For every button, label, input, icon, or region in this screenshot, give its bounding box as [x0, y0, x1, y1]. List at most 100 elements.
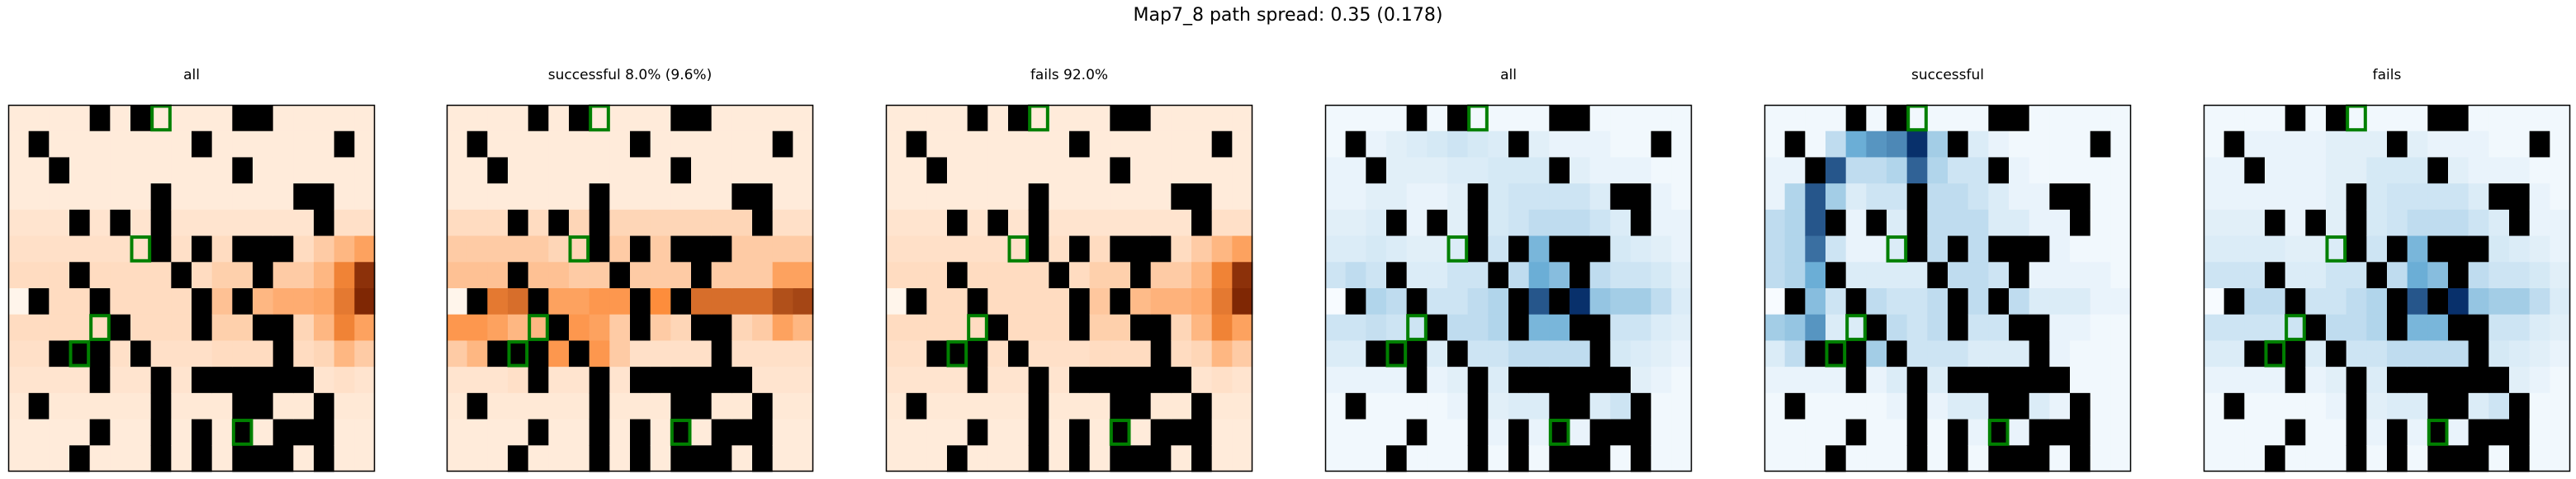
heat-cell — [1887, 262, 1908, 289]
heat-cell — [1528, 157, 1550, 184]
heat-cell — [1825, 105, 1847, 132]
heat-cell — [1406, 235, 1428, 263]
heat-cell — [1130, 130, 1152, 158]
obstacle-cell — [232, 288, 253, 315]
heat-cell — [1845, 262, 1867, 289]
heat-cell — [947, 130, 968, 158]
heat-cell — [1845, 130, 1867, 158]
heat-cell — [569, 314, 590, 341]
heat-cell — [1008, 392, 1030, 420]
heat-cell — [1589, 157, 1611, 184]
heat-cell — [1825, 367, 1847, 394]
heat-cell — [906, 235, 927, 263]
heat-cell — [2509, 235, 2531, 263]
heat-cell — [1232, 262, 1253, 289]
heat-cell — [1650, 209, 1672, 237]
obstacle-cell — [232, 235, 253, 263]
obstacle-cell — [2029, 340, 2050, 368]
heat-cell — [2550, 262, 2571, 289]
obstacle-cell — [772, 130, 793, 158]
heat-cell — [1610, 314, 1631, 341]
heat-cell — [2009, 419, 2030, 446]
heat-cell — [772, 445, 793, 472]
heat-cell — [1488, 130, 1509, 158]
heat-cell — [89, 235, 111, 263]
obstacle-cell — [253, 445, 274, 472]
heat-cell — [1211, 419, 1233, 446]
heat-cell — [1488, 157, 1509, 184]
heat-cell — [2346, 105, 2367, 132]
heat-cell — [487, 209, 509, 237]
heat-cell — [354, 392, 376, 420]
heat-cell — [2550, 314, 2571, 341]
obstacle-cell — [28, 130, 50, 158]
heat-cell — [354, 105, 376, 132]
heat-cell — [211, 262, 233, 289]
obstacle-cell — [2448, 314, 2469, 341]
heat-cell — [926, 445, 948, 472]
heat-cell — [2009, 209, 2030, 237]
obstacle-cell — [1508, 419, 1530, 446]
obstacle-cell — [630, 235, 651, 263]
heat-cell — [447, 367, 468, 394]
heat-cell — [354, 130, 376, 158]
obstacle-cell — [2448, 262, 2469, 289]
obstacle-cell — [2509, 419, 2531, 446]
heat-cell — [1805, 445, 1826, 472]
heat-cell — [2223, 340, 2245, 368]
obstacle-cell — [1549, 392, 1570, 420]
heat-cell — [1211, 288, 1233, 315]
heat-cell — [232, 262, 253, 289]
heat-cell — [89, 314, 111, 341]
obstacle-cell — [691, 445, 713, 472]
obstacle-cell — [630, 419, 651, 446]
obstacle-cell — [2509, 392, 2531, 420]
heat-cell — [1784, 340, 1806, 368]
heat-cell — [110, 105, 131, 132]
obstacle-cell — [2285, 105, 2306, 132]
heat-cell — [1906, 157, 1928, 184]
heat-cell — [1764, 288, 1786, 315]
heat-cell — [2029, 262, 2050, 289]
goal-marker — [568, 235, 590, 263]
heat-cell — [1968, 209, 1989, 237]
obstacle-cell — [2468, 340, 2489, 368]
heat-cell — [1650, 288, 1672, 315]
heat-cell — [967, 445, 988, 472]
obstacle-cell — [211, 367, 233, 394]
heat-cell — [2090, 183, 2111, 211]
heat-cell — [1447, 419, 1469, 446]
goal-marker — [2325, 235, 2347, 263]
obstacle-cell — [926, 157, 948, 184]
obstacle-cell — [528, 419, 549, 446]
heat-cell — [711, 130, 732, 158]
heat-cell — [650, 288, 671, 315]
heat-cell — [2285, 183, 2306, 211]
obstacle-cell — [2346, 392, 2367, 420]
obstacle-cell — [691, 367, 713, 394]
heat-cell — [1130, 419, 1152, 446]
heat-cell — [2366, 105, 2388, 132]
heat-cell — [2049, 262, 2071, 289]
obstacle-cell — [2029, 314, 2050, 341]
heat-cell — [1467, 314, 1489, 341]
heat-cell — [1089, 235, 1110, 263]
heat-cell — [466, 445, 488, 472]
heat-cell — [314, 157, 335, 184]
heat-cell — [1631, 288, 1652, 315]
obstacle-cell — [232, 419, 253, 446]
heat-cell — [354, 288, 376, 315]
heat-cell — [272, 130, 294, 158]
heat-cell — [354, 419, 376, 446]
heat-cell — [1232, 157, 1253, 184]
heat-cell — [2049, 105, 2071, 132]
obstacle-cell — [28, 392, 50, 420]
heat-cell — [1825, 157, 1847, 184]
obstacle-cell — [253, 392, 274, 420]
heat-cell — [1028, 288, 1049, 315]
heat-cell — [1764, 445, 1786, 472]
heat-cell — [793, 105, 814, 132]
heat-cell — [110, 157, 131, 184]
heat-cell — [2387, 392, 2408, 420]
heat-cell — [2009, 288, 2030, 315]
